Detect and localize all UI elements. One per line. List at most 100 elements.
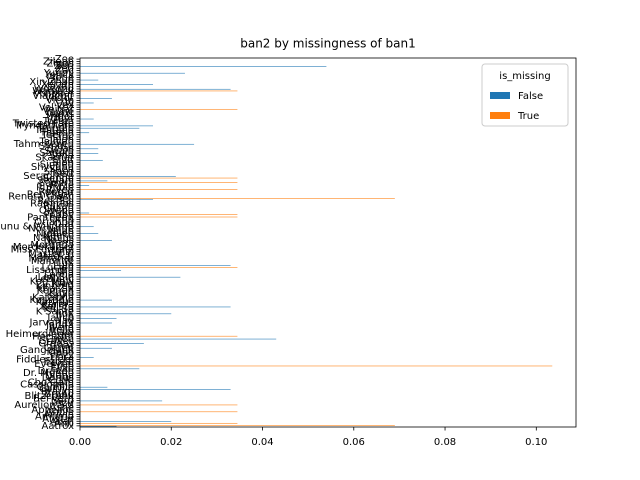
y-tick-label: Yasuo [44,75,74,86]
y-tick-label: Yorick [44,70,74,81]
y-tick-label: Kai'Sa [43,304,74,315]
y-tick-label: Nautilus [33,233,74,244]
bar [80,153,99,154]
y-tick-label: Singed [40,160,74,171]
y-tick-label: Lillia [51,267,74,278]
y-tick-label: Sett [54,169,74,180]
y-tick-label: Rakan [43,201,74,212]
y-tick-label: Kha'Zix [37,283,74,294]
bar [80,108,238,110]
bar [80,180,108,182]
y-tick-label: Trundle [36,123,74,134]
y-tick-label: Nocturne [28,224,74,235]
x-tick-label: 0.04 [251,437,273,448]
y-tick-label: Leona [44,270,74,281]
bar [80,347,112,349]
bar [80,322,112,324]
bar [80,357,94,358]
y-tick-label: Ashe [49,403,74,414]
y-tick-label: Miss Fortune [11,244,74,255]
y-tick-label: Cassiopeia [20,380,74,391]
x-tick-label: 0.08 [434,437,456,448]
y-tick-label: Yone [50,72,74,83]
y-tick-label: Heimerdinger [6,329,75,340]
y-tick-label: Lux [56,258,74,269]
legend-title: is_missing [499,71,550,82]
y-tick-label: Pantheon [27,212,74,223]
y-tick-label: Janna [45,320,74,331]
bar [80,343,144,344]
y-tick-label: Annie [46,407,74,418]
y-tick-label: Karthus [36,297,74,308]
bar [80,79,99,81]
y-tick-label: Nasus [44,235,74,246]
y-tick-label: Garen [44,343,74,354]
y-tick-label: Qiyana [39,205,74,216]
y-tick-label: Kassadin [29,295,74,306]
bar [80,185,90,186]
y-tick-label: Maokai [39,251,74,262]
x-tick-label: 0.06 [343,437,365,448]
x-tick-label: 0.00 [69,437,91,448]
bar [80,389,231,390]
bar [80,66,327,67]
bar [80,421,172,422]
bar [80,425,395,426]
y-tick-label: Kalista [41,302,74,313]
y-tick-label: Xin Zhao [29,77,74,88]
y-tick-label: Vladimir [32,91,74,102]
y-tick-label: Urgot [46,111,74,122]
y-tick-label: Evelynn [34,359,74,370]
plot-frame [79,57,577,428]
bar [80,233,99,234]
bar [80,148,99,150]
y-tick-label: Kindred [36,281,74,292]
bar [80,313,172,315]
y-tick-label: Illaoi [50,327,74,338]
y-tick-label: Yuumi [43,68,74,79]
y-tick-label: Hecarim [32,331,74,342]
y-tick-label: Taric [50,132,74,143]
y-tick-label: Ekko [50,364,74,375]
y-tick-label: Bel'Veth [33,393,74,404]
y-tick-label: Zed [55,63,74,74]
y-tick-label: Anivia [43,409,74,420]
y-tick-label: Zoe [55,54,74,65]
bar [80,90,238,92]
y-tick-label: Skarner [35,153,75,164]
y-tick-label: Senna [43,173,74,184]
y-tick-label: Blitzcrank [25,391,75,402]
y-tick-label: Lissandra [26,265,74,276]
bar [80,143,195,145]
bar [80,214,238,215]
y-tick-label: Ziggs [46,59,74,70]
y-tick-label: Rek'Sai [38,196,74,207]
y-tick-label: Syndra [39,141,74,152]
y-tick-label: Ezreal [43,357,74,368]
y-tick-label: Vi [65,98,74,109]
y-tick-label: Twitch [42,116,74,127]
y-tick-label: Caitlyn [39,384,74,395]
bar [80,118,94,120]
y-tick-label: Karma [42,299,74,310]
bar [80,386,108,388]
y-tick-label: Lee Sin [38,272,74,283]
y-tick-label: Twisted Fate [12,118,74,129]
y-tick-label: Teemo [40,130,74,141]
y-tick-label: Warwick [32,86,74,97]
y-tick-label: Morgana [30,240,74,251]
y-tick-label: Volibear [34,89,75,100]
y-tick-label: Nunu & Willump [0,221,74,232]
y-tick-label: Zeri [54,61,74,72]
y-tick-label: Neeko [43,231,74,242]
y-tick-label: LeBlanc [35,274,74,285]
bar [80,176,176,177]
y-tick-label: Varus [46,109,74,120]
legend-box [481,63,569,127]
y-tick-label: Irelia [49,325,74,336]
bar [80,212,90,214]
y-tick-label: Azir [55,398,75,409]
y-tick-label: Diana [45,370,74,381]
y-tick-label: Aatrox [41,421,74,432]
